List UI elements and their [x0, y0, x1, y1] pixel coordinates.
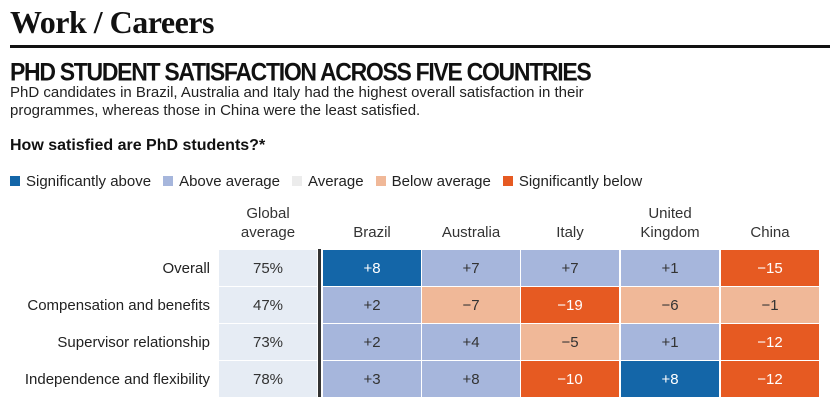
column-header-united-kingdom: United [648, 205, 691, 222]
heatmap-cell-italy [521, 287, 619, 323]
global-average-value: 73% [253, 334, 283, 351]
section-title: Work / Careers [10, 4, 214, 40]
heatmap-cell-brazil [323, 287, 421, 323]
heatmap-cell-united-kingdom [621, 361, 719, 397]
legend-swatch [163, 176, 174, 186]
heatmap-value-brazil: +3 [363, 371, 380, 388]
heatmap-value-china: −1 [761, 297, 778, 314]
column-header-china: China [750, 224, 790, 241]
column-header-italy: Italy [556, 224, 584, 241]
heatmap-cell-china [721, 361, 819, 397]
heatmap-cell-australia [422, 287, 520, 323]
heatmap-cell-australia [422, 324, 520, 360]
heatmap-value-australia: −7 [462, 297, 479, 314]
legend-item-above-average: Above average [163, 173, 280, 190]
heatmap-cell-united-kingdom [621, 287, 719, 323]
legend-item-significantly-above: Significantly above [10, 173, 151, 190]
column-header-australia: Australia [442, 224, 501, 241]
table-divider [318, 249, 321, 397]
heatmap-value-united-kingdom: +1 [661, 260, 678, 277]
legend-item-below-average: Below average [375, 172, 491, 190]
heatmap-cell-italy [521, 250, 619, 286]
heatmap-cell-australia [422, 361, 520, 397]
column-header-united-kingdom: Kingdom [640, 224, 699, 241]
heatmap-cell-china [721, 250, 819, 286]
legend-label: Average [307, 172, 364, 190]
heatmap-cell-italy [521, 324, 619, 360]
section-divider [10, 45, 830, 48]
global-average-value: 75% [253, 260, 283, 277]
heatmap-cell-united-kingdom [621, 324, 719, 360]
heatmap-cell-brazil [323, 250, 421, 286]
legend-label: Significantly below [518, 172, 643, 190]
heatmap-value-united-kingdom: −6 [661, 297, 678, 314]
row-label-independence-and-flexibility: Independence and flexibility [25, 371, 211, 388]
row-label-compensation-and-benefits: Compensation and benefits [27, 297, 210, 314]
row-label-supervisor-relationship: Supervisor relationship [57, 334, 210, 351]
heatmap-value-united-kingdom: +8 [661, 371, 678, 388]
legend-label: Significantly above [26, 172, 152, 190]
heatmap-cell-china [721, 324, 819, 360]
column-header-brazil: Brazil [353, 224, 391, 241]
heatmap-value-brazil: +8 [363, 260, 380, 277]
global-average-header: average [241, 224, 295, 241]
heatmap-cell-united-kingdom [621, 250, 719, 286]
legend-swatch [502, 176, 513, 186]
heatmap-value-italy: +7 [561, 260, 578, 277]
heatmap-value-italy: −19 [557, 297, 582, 314]
legend-swatch [291, 176, 302, 186]
legend-label: Below average [391, 172, 491, 190]
heatmap-value-australia: +4 [462, 334, 479, 351]
legend-item-significantly-below: Significantly below [502, 172, 643, 190]
heatmap-cell-italy [521, 361, 619, 397]
heatmap-cell-australia [422, 250, 520, 286]
global-average-value: 47% [253, 297, 283, 314]
heatmap-cell-china [721, 287, 819, 323]
chart-headline: PHD STUDENT SATISFACTION ACROSS FIVE COU… [10, 58, 592, 87]
heatmap-cell-brazil [323, 361, 421, 397]
global-average-cell [219, 324, 317, 360]
global-average-value: 78% [253, 371, 283, 388]
heatmap-value-brazil: +2 [363, 297, 380, 314]
global-average-header: Global [246, 205, 289, 222]
heatmap-value-united-kingdom: +1 [661, 334, 678, 351]
legend: Significantly above Above average Averag… [10, 172, 654, 190]
heatmap-value-italy: −10 [557, 371, 582, 388]
heatmap-value-australia: +7 [462, 260, 479, 277]
legend-swatch [10, 176, 20, 186]
heatmap-value-brazil: +2 [363, 334, 380, 351]
heatmap-cell-brazil [323, 324, 421, 360]
legend-swatch [375, 176, 386, 186]
global-average-cell [219, 361, 317, 397]
chart-subtitle: PhD candidates in Brazil, Australia and … [10, 84, 584, 119]
legend-label: Above average [179, 172, 280, 190]
row-label-overall: Overall [162, 260, 210, 277]
heatmap-value-china: −15 [757, 260, 782, 277]
global-average-cell [219, 250, 317, 286]
heatmap-value-italy: −5 [561, 334, 578, 351]
heatmap-value-china: −12 [757, 334, 782, 351]
chart-question: How satisfied are PhD students?* [10, 137, 266, 154]
heatmap-value-australia: +8 [462, 371, 479, 388]
heatmap-value-china: −12 [757, 371, 782, 388]
legend-item-average: Average [291, 172, 364, 190]
global-average-cell [219, 287, 317, 323]
